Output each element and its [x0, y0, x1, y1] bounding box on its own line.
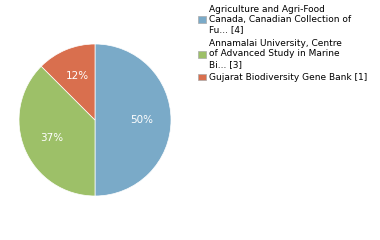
Text: 37%: 37%: [40, 133, 63, 143]
Text: 12%: 12%: [65, 72, 89, 81]
Text: 50%: 50%: [131, 115, 154, 125]
Legend: Agriculture and Agri-Food
Canada, Canadian Collection of
Fu... [4], Annamalai Un: Agriculture and Agri-Food Canada, Canadi…: [198, 5, 367, 82]
Wedge shape: [41, 44, 95, 120]
Wedge shape: [95, 44, 171, 196]
Wedge shape: [19, 66, 95, 196]
